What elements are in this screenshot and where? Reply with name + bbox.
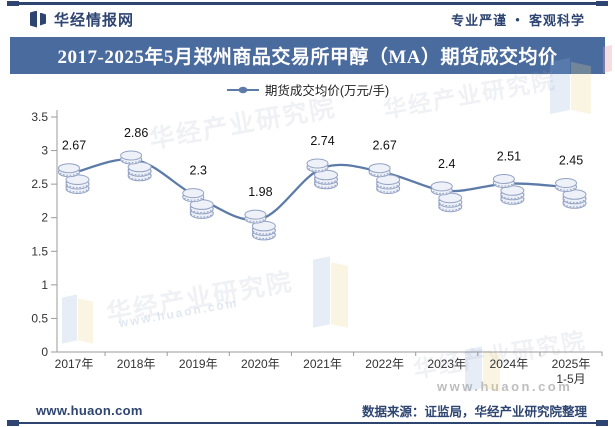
data-label: 2.74 bbox=[310, 134, 334, 148]
bottom-border-rule bbox=[7, 420, 608, 425]
x-axis-label: 2025年 bbox=[552, 357, 591, 371]
coin-stack-marker bbox=[244, 209, 276, 241]
y-axis-label: 0.5 bbox=[31, 311, 48, 325]
legend-label: 期货成交均价(万元/手) bbox=[264, 84, 390, 98]
data-label: 2.4 bbox=[438, 157, 455, 171]
data-label: 2.3 bbox=[190, 164, 207, 178]
axes bbox=[51, 110, 603, 356]
x-axis-label: 1-5月 bbox=[556, 372, 585, 386]
y-axis-label: 1.5 bbox=[31, 244, 48, 258]
line-chart: 0 0.5 1 1.5 2 2.5 3 3.5 2017年 2018年 2019年 2020年 2021… bbox=[31, 110, 603, 386]
coin-stack-marker bbox=[430, 181, 463, 213]
chart-title: 2017-2025年5月郑州商品交易所甲醇（MA）期货成交均价 bbox=[57, 47, 558, 68]
y-axis-label: 2.5 bbox=[31, 177, 48, 191]
brand: 华经情报网 bbox=[30, 9, 134, 30]
coin bbox=[306, 158, 329, 169]
data-label: 2.51 bbox=[497, 150, 521, 164]
x-axis-label: 2017年 bbox=[55, 357, 94, 371]
x-axis-label: 2020年 bbox=[241, 357, 280, 371]
bullet-icon: ● bbox=[515, 14, 521, 24]
huajing-logo-icon bbox=[30, 10, 47, 28]
legend: 期货成交均价(万元/手) bbox=[0, 80, 615, 99]
data-label: 2.86 bbox=[124, 126, 148, 140]
y-axis-label: 1 bbox=[41, 278, 48, 292]
data-label: 2.45 bbox=[559, 154, 583, 168]
coin bbox=[555, 178, 577, 188]
slogan: 专业严谨 ● 客观科学 bbox=[451, 10, 585, 29]
coin bbox=[244, 209, 267, 220]
coin bbox=[430, 181, 453, 192]
x-axis-label: 2024年 bbox=[490, 357, 529, 371]
y-axis-label: 2 bbox=[41, 211, 48, 225]
tick-labels: 0 0.5 1 1.5 2 2.5 3 3.5 2017年 2018年 2019年 2020年 2021… bbox=[31, 110, 590, 386]
title-banner: 2017-2025年5月郑州商品交易所甲醇（MA）期货成交均价 bbox=[10, 37, 605, 74]
coin-stack-marker bbox=[492, 174, 525, 205]
bottom-bar: www.huaon.com 数据来源：证监局，华经产业研究院整理 bbox=[36, 401, 587, 420]
top-border-rule bbox=[7, 0, 608, 6]
x-axis-label: 2019年 bbox=[179, 357, 218, 371]
coin bbox=[492, 174, 515, 184]
coin-stack-marker bbox=[58, 163, 90, 194]
coin-stack-marker bbox=[182, 188, 214, 219]
coin-stack-marker bbox=[306, 158, 338, 190]
brand-name: 华经情报网 bbox=[54, 11, 135, 29]
coin-stack-marker bbox=[555, 178, 587, 209]
coin bbox=[58, 163, 80, 174]
data-label: 1.98 bbox=[248, 185, 272, 199]
x-axis-label: 2018年 bbox=[117, 357, 156, 371]
y-axis-label: 0 bbox=[41, 345, 48, 359]
coin bbox=[182, 188, 205, 199]
y-axis-label: 3 bbox=[41, 144, 48, 158]
site-url: www.huaon.com bbox=[36, 403, 143, 418]
coin bbox=[120, 150, 143, 161]
coin-stack-marker bbox=[120, 150, 152, 182]
top-bar: 华经情报网 专业严谨 ● 客观科学 bbox=[30, 7, 585, 31]
x-axis-label: 2021年 bbox=[303, 357, 342, 371]
x-axis-label: 2022年 bbox=[365, 357, 404, 371]
legend-line-marker-icon bbox=[226, 86, 259, 93]
coin-stack-marker bbox=[368, 163, 401, 194]
x-axis-label: 2023年 bbox=[427, 357, 466, 371]
data-source: 数据来源：证监局，华经产业研究院整理 bbox=[361, 405, 587, 419]
y-axis-label: 3.5 bbox=[31, 110, 48, 124]
slogan-right: 客观科学 bbox=[528, 12, 585, 28]
slogan-left: 专业严谨 bbox=[451, 12, 508, 28]
data-label: 2.67 bbox=[62, 139, 86, 153]
data-label: 2.67 bbox=[372, 139, 396, 153]
coin bbox=[368, 163, 391, 174]
